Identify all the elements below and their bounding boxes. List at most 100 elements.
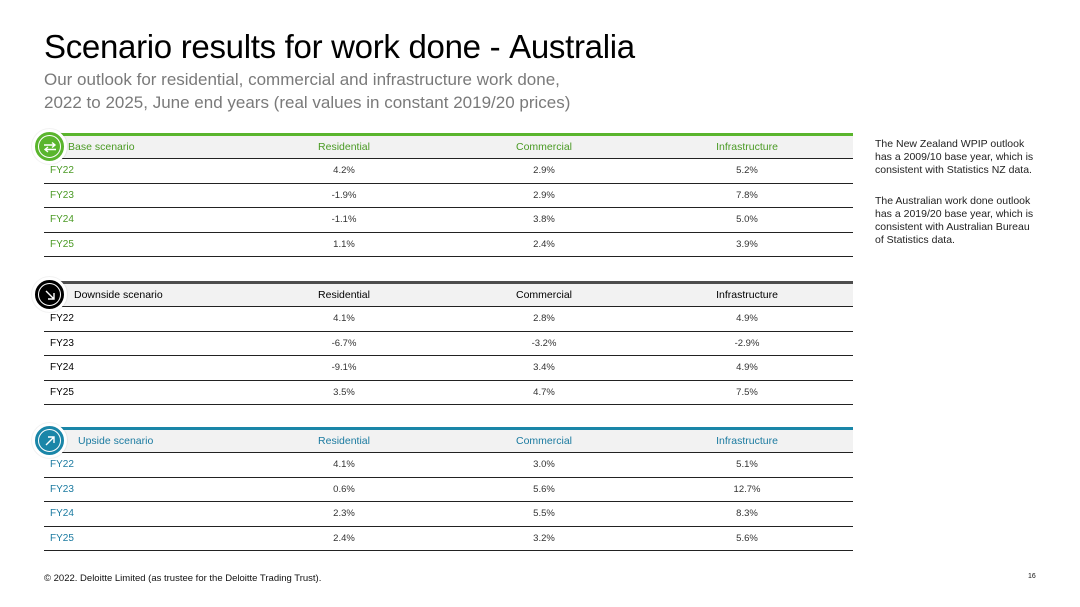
downside-scenario-badge [32, 277, 67, 312]
infrastructure-value: 7.8% [736, 189, 758, 201]
page-title: Scenario results for work done - Austral… [44, 28, 635, 66]
infrastructure-value: 3.9% [736, 238, 758, 250]
commercial-value: 5.6% [533, 483, 555, 495]
infrastructure-value: 4.9% [736, 313, 758, 325]
upside-scenario-table: Upside scenario Residential Commercial I… [32, 423, 853, 551]
residential-value: 2.3% [333, 508, 355, 520]
commercial-value: 2.8% [533, 313, 555, 325]
table-row: FY25 3.5% 4.7% 7.5% [44, 381, 853, 405]
commercial-value: 2.9% [533, 165, 555, 177]
table-row: FY22 4.2% 2.9% 5.2% [44, 159, 853, 184]
row-year: FY24 [50, 508, 74, 520]
note-line: has a 2019/20 base year, which is [875, 208, 1034, 220]
base-scenario-header: Base scenario Residential Commercial Inf… [32, 129, 853, 164]
row-year: FY24 [50, 362, 74, 374]
residential-value: 4.1% [333, 459, 355, 471]
table-row: FY25 2.4% 3.2% 5.6% [44, 527, 853, 551]
column-header-infrastructure: Infrastructure [716, 289, 778, 301]
commercial-value: 5.5% [533, 508, 555, 520]
residential-value: 4.2% [333, 165, 355, 177]
note-line: consistent with Statistics NZ data. [875, 164, 1032, 176]
infrastructure-value: 5.6% [736, 532, 758, 544]
table-row: FY25 1.1% 2.4% 3.9% [44, 233, 853, 257]
residential-value: 4.1% [333, 313, 355, 325]
base-scenario-label: Base scenario [68, 141, 135, 153]
page-number: 16 [1028, 573, 1036, 580]
commercial-value: 2.4% [533, 238, 555, 250]
residential-value: -1.9% [331, 189, 357, 201]
infrastructure-value: 5.1% [736, 459, 758, 471]
row-year: FY23 [50, 483, 74, 495]
note-line: The New Zealand WPIP outlook [875, 138, 1025, 150]
column-header-commercial: Commercial [515, 289, 572, 301]
table-row: FY22 4.1% 2.8% 4.9% [44, 307, 853, 332]
au-base-year-note: The Australian work done outlook has a 2… [875, 195, 1060, 247]
title-highlight: Australia [509, 28, 635, 65]
residential-value: 1.1% [333, 238, 355, 250]
residential-value: -1.1% [331, 214, 357, 226]
arrow-up-right-icon [45, 435, 55, 445]
column-header-infrastructure: Infrastructure [716, 141, 778, 153]
subtitle-line-1: Our outlook for residential, commercial … [44, 70, 560, 89]
row-year: FY22 [50, 313, 74, 325]
infrastructure-value: 7.5% [736, 386, 758, 398]
row-year: FY25 [50, 238, 74, 250]
page-subtitle: Our outlook for residential, commercial … [44, 68, 664, 114]
commercial-value: 3.4% [533, 362, 555, 374]
base-scenario-bar [44, 133, 853, 136]
residential-value: 3.5% [333, 386, 355, 398]
column-header-residential: Residential [318, 141, 370, 153]
commercial-value: 3.2% [533, 532, 555, 544]
row-year: FY24 [50, 214, 74, 226]
upside-scenario-bar [44, 427, 853, 430]
commercial-value: 3.0% [533, 459, 555, 471]
column-header-commercial: Commercial [515, 141, 572, 153]
table-row: FY23 0.6% 5.6% 12.7% [44, 478, 853, 502]
residential-value: 2.4% [333, 532, 355, 544]
table-row: FY23 -6.7% -3.2% -2.9% [44, 332, 853, 356]
infrastructure-value: 4.9% [736, 362, 758, 374]
note-line: has a 2009/10 base year, which is [875, 151, 1034, 163]
upside-scenario-badge [32, 423, 67, 458]
column-header-residential: Residential [318, 435, 370, 447]
row-year: FY23 [50, 337, 74, 349]
column-header-commercial: Commercial [515, 435, 572, 447]
downside-scenario-bar [44, 281, 853, 284]
table-row: FY22 4.1% 3.0% 5.1% [44, 453, 853, 478]
commercial-value: 2.9% [533, 189, 555, 201]
downside-scenario-label: Downside scenario [74, 289, 163, 301]
note-line: of Statistics data. [875, 234, 955, 246]
row-year: FY25 [50, 386, 74, 398]
base-scenario-badge [32, 129, 67, 164]
residential-value: -9.1% [331, 362, 357, 374]
residential-value: 0.6% [333, 483, 355, 495]
note-line: The Australian work done outlook [875, 195, 1031, 207]
table-row: FY24 -9.1% 3.4% 4.9% [44, 356, 853, 381]
infrastructure-value: 5.2% [736, 165, 758, 177]
residential-value: -6.7% [331, 337, 357, 349]
infrastructure-value: 12.7% [733, 483, 761, 495]
row-year: FY25 [50, 532, 74, 544]
upside-scenario-label: Upside scenario [78, 435, 154, 447]
row-year: FY22 [50, 459, 74, 471]
base-scenario-table: Base scenario Residential Commercial Inf… [32, 129, 853, 257]
column-header-residential: Residential [318, 289, 370, 301]
commercial-value: -3.2% [531, 337, 557, 349]
nz-base-year-note: The New Zealand WPIP outlook has a 2009/… [875, 138, 1060, 177]
title-main: Scenario results for work done - [44, 28, 510, 65]
commercial-value: 4.7% [533, 386, 555, 398]
table-row: FY23 -1.9% 2.9% 7.8% [44, 184, 853, 208]
copyright-footer: © 2022. Deloitte Limited (as trustee for… [44, 573, 322, 584]
swap-arrows-icon [43, 141, 56, 153]
upside-scenario-header: Upside scenario Residential Commercial I… [32, 423, 853, 458]
table-row: FY24 -1.1% 3.8% 5.0% [44, 208, 853, 233]
column-header-infrastructure: Infrastructure [716, 435, 778, 447]
subtitle-line-2: 2022 to 2025, June end years (real value… [44, 93, 571, 112]
table-row: FY24 2.3% 5.5% 8.3% [44, 502, 853, 527]
downside-scenario-header: Downside scenario Residential Commercial… [32, 277, 853, 312]
row-year: FY23 [50, 189, 74, 201]
infrastructure-value: 5.0% [736, 214, 758, 226]
downside-scenario-table: Downside scenario Residential Commercial… [32, 277, 853, 405]
arrow-down-right-icon [45, 290, 55, 300]
infrastructure-value: 8.3% [736, 508, 758, 520]
